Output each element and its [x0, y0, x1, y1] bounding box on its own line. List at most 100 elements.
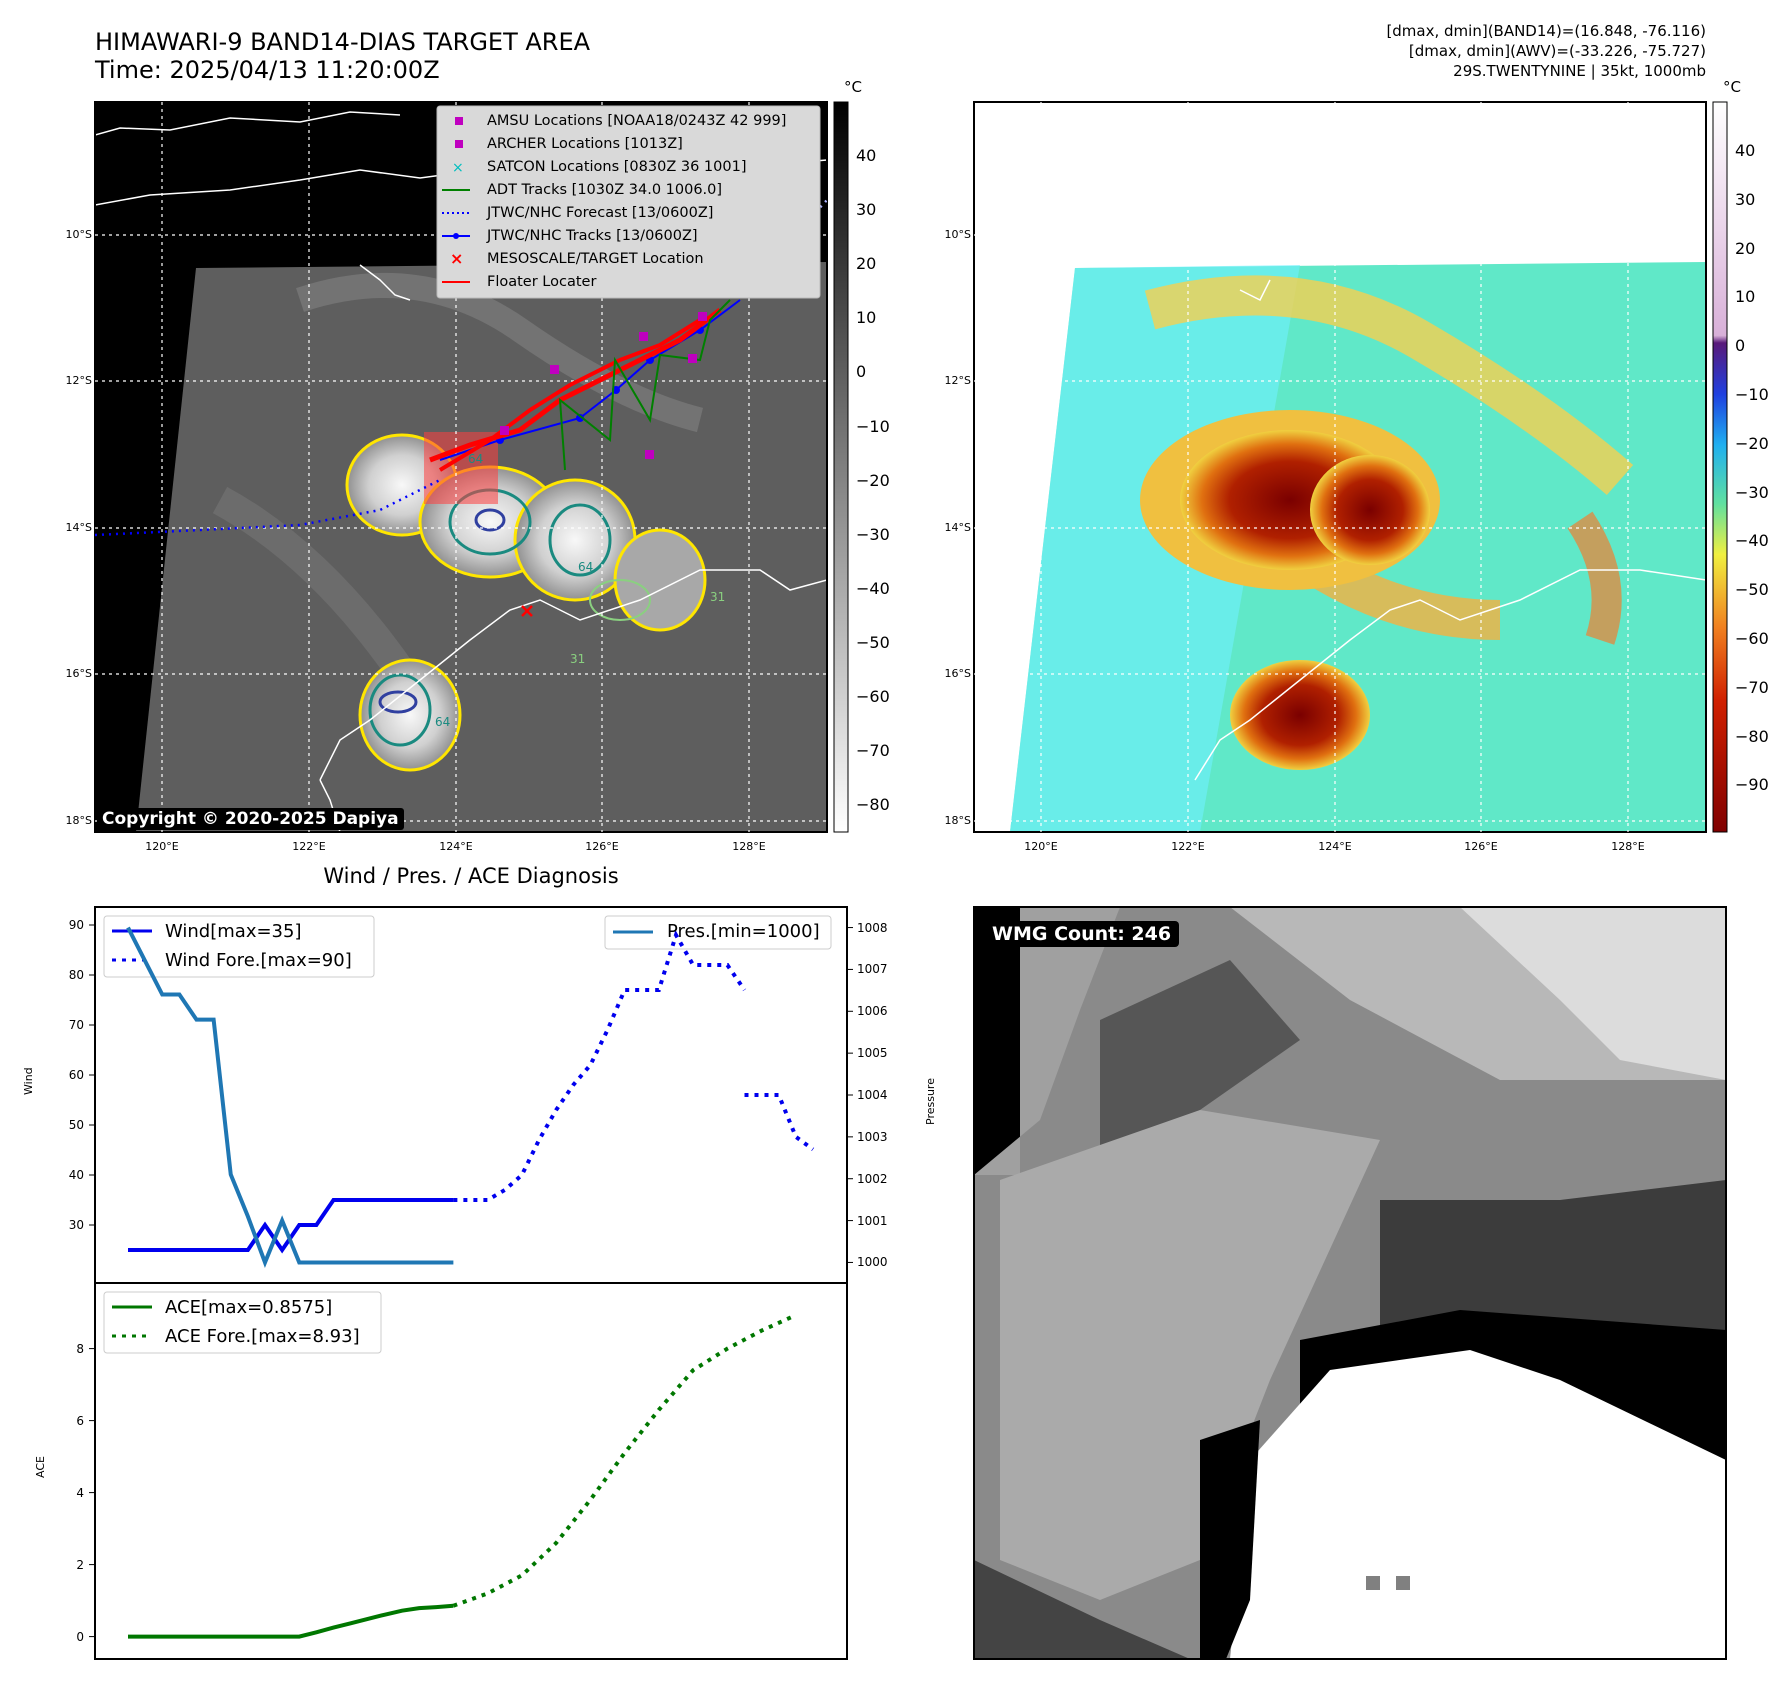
archer-marker — [698, 312, 707, 321]
legend-item-amsu: AMSU Locations [NOAA18/0243Z 42 999] — [487, 113, 787, 129]
archer-marker — [645, 450, 654, 459]
ace-series-line-1 — [452, 1313, 797, 1608]
colorbar-tick: 40 — [1735, 141, 1756, 160]
lat-label: 14°S — [65, 521, 92, 534]
lon-label: 128°E — [1611, 840, 1645, 853]
legend-item-tracks: JTWC/NHC Tracks [13/0600Z] — [487, 228, 698, 244]
archer-marker — [500, 426, 509, 435]
forecast-track-line — [95, 478, 441, 537]
series-line-3 — [744, 1093, 815, 1152]
pressure-ytick-label: 1006 — [857, 1004, 888, 1019]
contour-label: 64 — [468, 452, 484, 466]
lon-label: 126°E — [1464, 840, 1498, 853]
storm-tracks — [95, 199, 827, 617]
contour-label: 64 — [578, 560, 594, 574]
colorbar-tick: −20 — [856, 470, 890, 490]
lon-label: 124°E — [439, 840, 473, 853]
ace-ytick-label: 2 — [76, 1557, 84, 1572]
contour-label: 31 — [710, 590, 726, 604]
info-line-3: 29S.TWENTYNINE | 35kt, 1000mb — [1453, 62, 1706, 80]
copyright-label: Copyright © 2020-2025 Dapiya — [97, 808, 404, 830]
lat-label: 10°S — [65, 228, 92, 241]
chart-time: Time: 2025/04/13 11:20:00Z — [95, 56, 440, 84]
wmg-panel — [973, 906, 1727, 1660]
legend-wind-fore: Wind Fore.[max=90] — [165, 950, 352, 971]
amsu-legend-swatch — [455, 117, 463, 125]
chart-ticks — [89, 924, 853, 1638]
ir-imagery-right — [974, 102, 1706, 832]
lat-label: 12°S — [944, 374, 971, 387]
ace-ytick-label: 4 — [76, 1485, 84, 1500]
series-line-2 — [126, 926, 454, 1268]
ace-chart-series — [128, 1313, 797, 1639]
colorbar-tick: 30 — [1735, 189, 1756, 209]
colorbar-tick: 10 — [1735, 287, 1756, 307]
lon-label: 124°E — [1318, 840, 1352, 853]
legend-item-satcon: SATCON Locations [0830Z 36 1001] — [487, 159, 747, 175]
ace-series-line-0 — [128, 1603, 454, 1639]
lat-label: 12°S — [65, 374, 92, 387]
lat-label: 18°S — [944, 814, 971, 827]
pressure-ytick-label: 1007 — [857, 962, 888, 977]
pressure-ytick-label: 1000 — [857, 1255, 888, 1270]
colorbar-tick: 10 — [856, 308, 877, 328]
wmg-count-label: WMG Count: 246 — [984, 921, 1180, 947]
pressure-axis-label: Pressure — [924, 1078, 937, 1125]
lon-label: 122°E — [1171, 840, 1205, 853]
wind-ytick-label: 80 — [68, 968, 84, 982]
lat-label: 14°S — [944, 521, 971, 534]
colorbar-tick: −60 — [1735, 629, 1769, 648]
best-track-point — [576, 414, 584, 422]
wind-chart-series — [126, 926, 815, 1268]
info-line-1: [dmax, dmin](BAND14)=(16.848, -76.116) — [1386, 22, 1706, 40]
colorbar-tick: −40 — [856, 578, 890, 598]
colorbar-tick: −90 — [1735, 775, 1769, 795]
legend-item-floater: Floater Locater — [487, 274, 597, 290]
lon-label: 120°E — [145, 840, 179, 853]
legend-item-target: MESOSCALE/TARGET Location — [487, 251, 704, 267]
colorbar-tick: −60 — [856, 687, 890, 706]
target-legend-swatch: × — [450, 249, 463, 268]
lon-label: 128°E — [732, 840, 766, 853]
pressure-legend-box — [604, 915, 832, 950]
amsu-marker — [550, 365, 559, 374]
wind-ytick-label: 50 — [68, 1118, 84, 1132]
wind-axis-label: Wind — [22, 1067, 35, 1095]
colorbar-tick: 0 — [856, 362, 867, 382]
info-line-2: [dmax, dmin](AWV)=(-33.226, -75.727) — [1408, 42, 1706, 60]
colorbar-right-unit: °C — [1723, 78, 1741, 96]
legend-box — [436, 105, 821, 299]
colorbar-tick: −10 — [1735, 385, 1769, 404]
colorbar-tick: −50 — [856, 632, 890, 652]
pressure-ytick-label: 1002 — [857, 1171, 888, 1186]
target-marker-stroke-2 — [521, 605, 533, 617]
archer-marker — [688, 354, 697, 363]
ace-legend-box — [103, 1291, 382, 1354]
colorbar-tick: −30 — [1735, 482, 1769, 502]
colorbar-tick: −80 — [856, 795, 890, 815]
wind-legend-box — [103, 915, 375, 978]
pressure-ytick-label: 1005 — [857, 1046, 888, 1061]
lon-label: 126°E — [585, 840, 619, 853]
adt-track-line — [558, 299, 731, 471]
ace-axis-label: ACE — [34, 1456, 47, 1478]
colorbar-tick: −30 — [856, 524, 890, 544]
lat-label: 16°S — [65, 667, 92, 680]
legend-ace-fore: ACE Fore.[max=8.93] — [165, 1326, 360, 1347]
legend-item-adt: ADT Tracks [1030Z 34.0 1006.0] — [487, 182, 723, 198]
legend-ace: ACE[max=0.8575] — [165, 1297, 333, 1318]
wind-ytick-label: 90 — [68, 918, 84, 932]
lat-label: 18°S — [65, 814, 92, 827]
satcon-legend-swatch: × — [452, 160, 464, 176]
colorbar-tick: 40 — [856, 146, 877, 165]
legend-pressure: Pres.[min=1000] — [667, 921, 820, 942]
pressure-ytick-label: 1004 — [857, 1088, 888, 1102]
tracks-legend-dot — [453, 233, 459, 239]
legend-wind: Wind[max=35] — [165, 921, 302, 942]
colorbar-tick: −70 — [1735, 677, 1769, 697]
ace-ytick-label: 6 — [76, 1413, 84, 1428]
pressure-ytick-label: 1008 — [857, 920, 888, 935]
lon-label: 122°E — [292, 840, 326, 853]
amsu-marker — [639, 332, 648, 341]
